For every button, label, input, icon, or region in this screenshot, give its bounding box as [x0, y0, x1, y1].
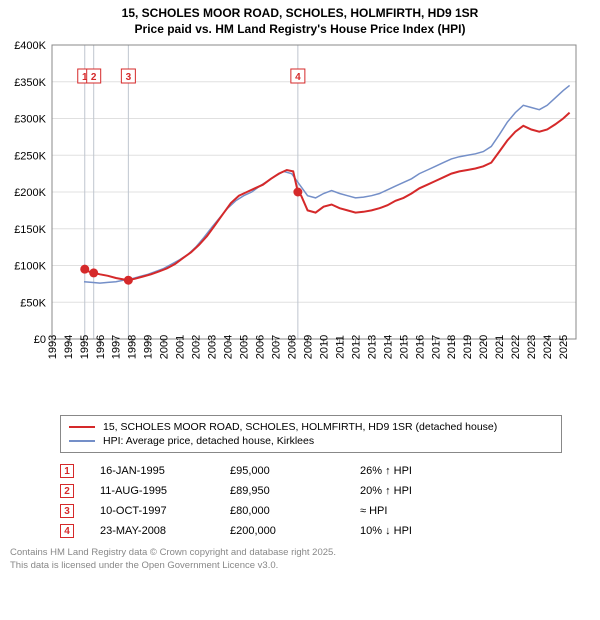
svg-text:2008: 2008 — [286, 335, 298, 359]
sale-date: 10-OCT-1997 — [100, 505, 230, 517]
legend: 15, SCHOLES MOOR ROAD, SCHOLES, HOLMFIRT… — [60, 415, 562, 453]
svg-text:£150K: £150K — [14, 224, 46, 236]
svg-text:2012: 2012 — [350, 335, 362, 359]
svg-text:2020: 2020 — [478, 335, 490, 359]
title-line-1: 15, SCHOLES MOOR ROAD, SCHOLES, HOLMFIRT… — [10, 6, 590, 22]
svg-text:1999: 1999 — [143, 335, 155, 359]
svg-text:1994: 1994 — [63, 335, 75, 359]
legend-swatch-blue — [69, 440, 95, 442]
svg-text:2004: 2004 — [223, 335, 235, 359]
svg-text:1997: 1997 — [111, 335, 123, 359]
chart-plot-area: £0 £50K £100K £150K £200K £250K £300K £350K £400… — [0, 39, 600, 411]
sale-num-box: 1 — [60, 464, 74, 478]
footer-attribution: Contains HM Land Registry data © Crown c… — [10, 547, 590, 572]
sale-num-cell: 3 — [60, 504, 100, 518]
svg-text:1995: 1995 — [79, 335, 91, 359]
svg-text:2016: 2016 — [414, 335, 426, 359]
svg-text:2021: 2021 — [494, 335, 506, 359]
svg-text:2002: 2002 — [191, 335, 203, 359]
footer-line-1: Contains HM Land Registry data © Crown c… — [10, 547, 590, 559]
legend-row-red: 15, SCHOLES MOOR ROAD, SCHOLES, HOLMFIRT… — [69, 420, 553, 434]
svg-text:2017: 2017 — [430, 335, 442, 359]
svg-text:2013: 2013 — [366, 335, 378, 359]
sale-price: £200,000 — [230, 525, 360, 537]
sales-table: 1 16-JAN-1995£95,00026% ↑ HPI 2 11-AUG-1995… — [60, 461, 562, 541]
sale-price: £80,000 — [230, 505, 360, 517]
sale-num-cell: 2 — [60, 484, 100, 498]
sale-hpi: ≈ HPI — [360, 505, 562, 517]
svg-text:£0: £0 — [34, 334, 46, 346]
legend-row-blue: HPI: Average price, detached house, Kirk… — [69, 434, 553, 448]
svg-text:1996: 1996 — [95, 335, 107, 359]
sale-hpi: 26% ↑ HPI — [360, 465, 562, 477]
svg-text:£350K: £350K — [14, 77, 46, 89]
svg-text:£300K: £300K — [14, 114, 46, 126]
sale-price: £89,950 — [230, 485, 360, 497]
svg-text:2011: 2011 — [334, 335, 346, 359]
svg-text:2000: 2000 — [159, 335, 171, 359]
svg-text:2014: 2014 — [382, 335, 394, 359]
sale-price: £95,000 — [230, 465, 360, 477]
svg-text:2025: 2025 — [558, 335, 570, 359]
legend-swatch-red — [69, 426, 95, 428]
svg-text:2009: 2009 — [302, 335, 314, 359]
sale-row: 2 11-AUG-1995£89,95020% ↑ HPI — [60, 481, 562, 501]
sale-num-box: 4 — [60, 524, 74, 538]
sale-date: 16-JAN-1995 — [100, 465, 230, 477]
sale-date: 11-AUG-1995 — [100, 485, 230, 497]
svg-text:2: 2 — [91, 72, 97, 83]
sale-row: 3 10-OCT-1997£80,000≈ HPI — [60, 501, 562, 521]
sale-date: 23-MAY-2008 — [100, 525, 230, 537]
svg-text:£400K: £400K — [14, 40, 46, 52]
svg-text:2022: 2022 — [510, 335, 522, 359]
sale-num-cell: 4 — [60, 524, 100, 538]
svg-text:£250K: £250K — [14, 150, 46, 162]
svg-text:2007: 2007 — [271, 335, 283, 359]
legend-label-red: 15, SCHOLES MOOR ROAD, SCHOLES, HOLMFIRT… — [103, 421, 497, 433]
sale-num-box: 3 — [60, 504, 74, 518]
svg-text:2010: 2010 — [318, 335, 330, 359]
svg-text:2024: 2024 — [542, 335, 554, 359]
svg-text:3: 3 — [126, 72, 132, 83]
svg-text:2001: 2001 — [175, 335, 187, 359]
svg-text:2018: 2018 — [446, 335, 458, 359]
chart-svg: £0 £50K £100K £150K £200K £250K £300K £350K £400… — [0, 39, 600, 411]
svg-text:2005: 2005 — [239, 335, 251, 359]
sale-hpi: 10% ↓ HPI — [360, 525, 562, 537]
svg-text:2003: 2003 — [207, 335, 219, 359]
svg-text:2015: 2015 — [398, 335, 410, 359]
title-line-2: Price paid vs. HM Land Registry's House … — [10, 22, 590, 38]
sale-num-cell: 1 — [60, 464, 100, 478]
svg-text:1998: 1998 — [127, 335, 139, 359]
svg-text:2019: 2019 — [462, 335, 474, 359]
svg-text:£200K: £200K — [14, 187, 46, 199]
sale-hpi: 20% ↑ HPI — [360, 485, 562, 497]
svg-text:£100K: £100K — [14, 261, 46, 273]
legend-label-blue: HPI: Average price, detached house, Kirk… — [103, 435, 314, 447]
sale-num-box: 2 — [60, 484, 74, 498]
svg-text:2023: 2023 — [526, 335, 538, 359]
svg-text:2006: 2006 — [255, 335, 267, 359]
svg-text:4: 4 — [295, 72, 301, 83]
svg-text:£50K: £50K — [20, 297, 46, 309]
title-block: 15, SCHOLES MOOR ROAD, SCHOLES, HOLMFIRT… — [0, 0, 600, 39]
sale-row: 1 16-JAN-1995£95,00026% ↑ HPI — [60, 461, 562, 481]
svg-text:1993: 1993 — [47, 335, 59, 359]
chart-container: 15, SCHOLES MOOR ROAD, SCHOLES, HOLMFIRT… — [0, 0, 600, 620]
footer-line-2: This data is licensed under the Open Gov… — [10, 560, 590, 572]
sale-row: 4 23-MAY-2008£200,00010% ↓ HPI — [60, 521, 562, 541]
